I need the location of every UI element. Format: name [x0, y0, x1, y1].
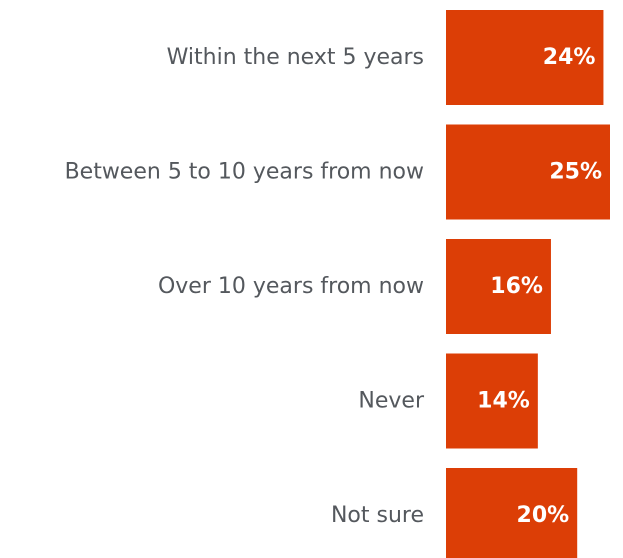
value-label-2: 16%	[490, 274, 543, 299]
bar-0	[446, 10, 604, 105]
category-label-2: Over 10 years from now	[158, 274, 424, 299]
value-label-4: 20%	[517, 503, 570, 528]
value-label-0: 24%	[543, 45, 596, 70]
bar-1	[446, 124, 610, 220]
category-label-4: Not sure	[331, 503, 424, 528]
bars-group	[446, 10, 610, 558]
category-label-1: Between 5 to 10 years from now	[65, 160, 424, 185]
value-labels-group: 24% 25% 16% 14% 20%	[477, 45, 602, 528]
value-label-1: 25%	[549, 160, 602, 185]
category-labels-group: Within the next 5 years Between 5 to 10 y…	[65, 45, 425, 528]
category-label-3: Never	[358, 389, 425, 414]
value-label-3: 14%	[477, 389, 530, 414]
bar-3	[446, 353, 538, 449]
bar-4	[446, 468, 578, 558]
bar-2	[446, 239, 551, 334]
category-label-0: Within the next 5 years	[167, 45, 424, 70]
